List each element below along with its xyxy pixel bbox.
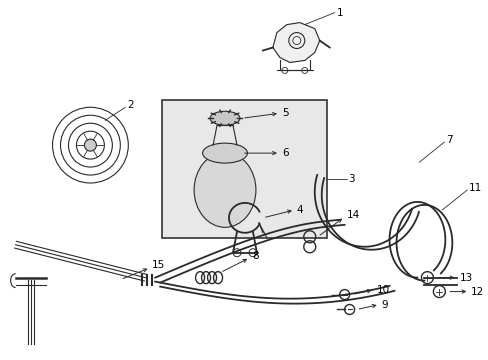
Text: 12: 12 [470,287,484,297]
Text: 7: 7 [446,135,452,145]
Text: 14: 14 [346,210,359,220]
Ellipse shape [210,111,240,125]
Circle shape [84,139,96,151]
Text: 1: 1 [336,8,343,18]
Ellipse shape [194,153,255,227]
Text: 4: 4 [296,205,303,215]
Text: 10: 10 [376,284,389,294]
Bar [162,100,326,238]
Text: 11: 11 [468,183,482,193]
Text: 3: 3 [348,174,355,184]
Text: 2: 2 [127,100,134,110]
Text: 5: 5 [281,108,288,118]
Ellipse shape [202,143,247,163]
Text: 8: 8 [251,251,258,261]
Polygon shape [272,23,319,62]
Text: 6: 6 [281,148,288,158]
Text: 9: 9 [381,300,387,310]
Text: 13: 13 [458,273,471,283]
Text: 15: 15 [152,260,165,270]
